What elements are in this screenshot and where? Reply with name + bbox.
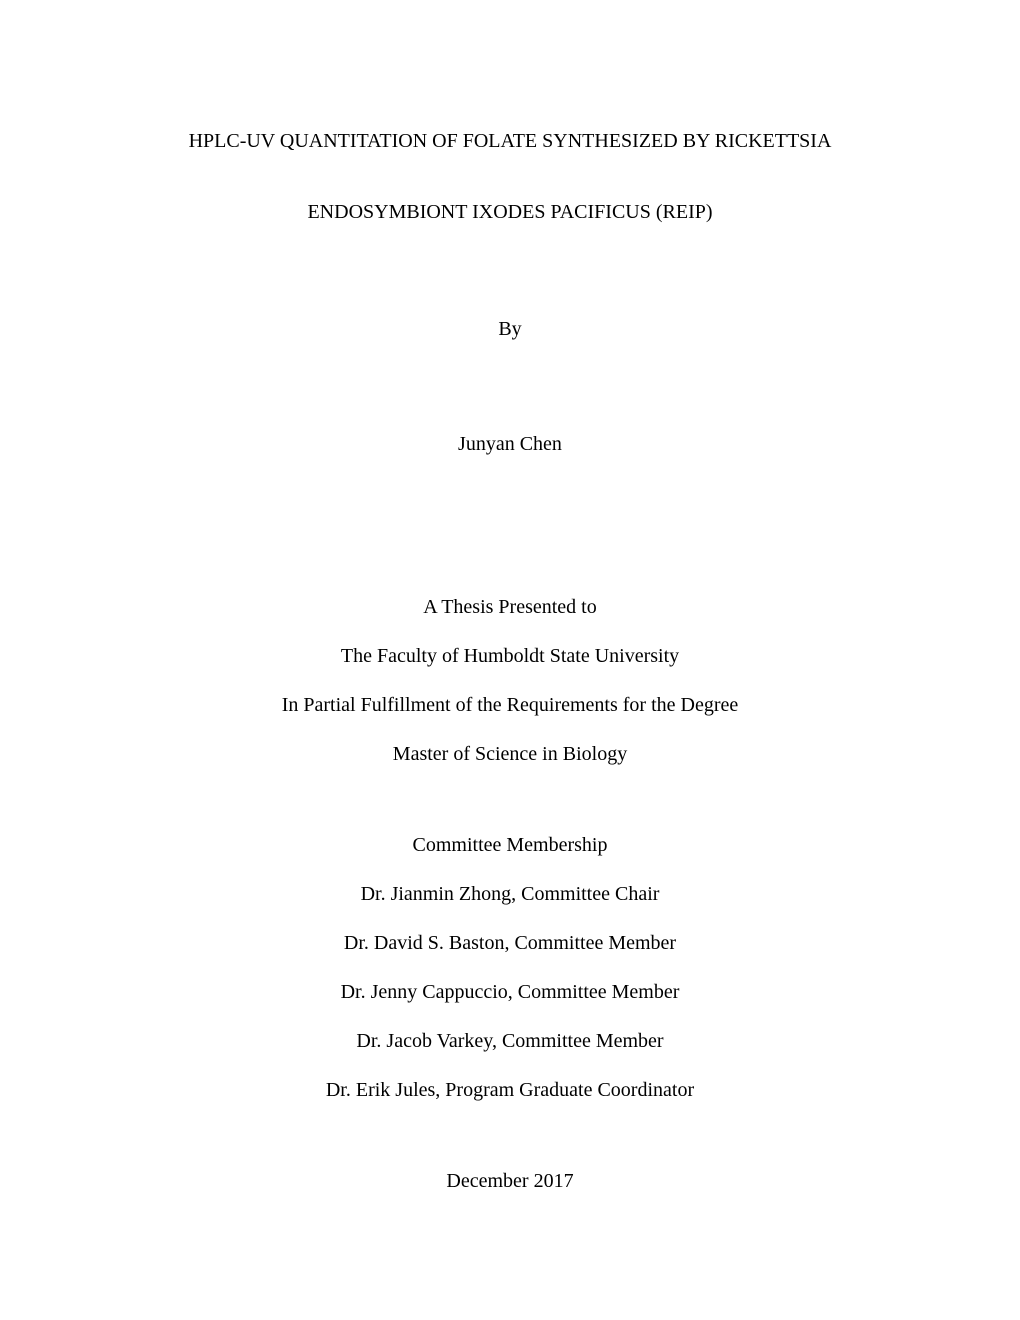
thesis-title-page: HPLC-UV QUANTITATION OF FOLATE SYNTHESIZ… bbox=[130, 130, 890, 1193]
thesis-faculty: The Faculty of Humboldt State University bbox=[130, 645, 890, 668]
title-line-1: HPLC-UV QUANTITATION OF FOLATE SYNTHESIZ… bbox=[130, 130, 890, 153]
thesis-fulfillment: In Partial Fulfillment of the Requiremen… bbox=[130, 694, 890, 717]
thesis-date: December 2017 bbox=[130, 1170, 890, 1193]
thesis-presented-to: A Thesis Presented to bbox=[130, 596, 890, 619]
committee-member: Dr. David S. Baston, Committee Member bbox=[130, 932, 890, 955]
committee-member: Dr. Jianmin Zhong, Committee Chair bbox=[130, 883, 890, 906]
author-name: Junyan Chen bbox=[130, 433, 890, 456]
committee-heading: Committee Membership bbox=[130, 834, 890, 857]
committee-member: Dr. Jenny Cappuccio, Committee Member bbox=[130, 981, 890, 1004]
committee-member: Dr. Jacob Varkey, Committee Member bbox=[130, 1030, 890, 1053]
thesis-degree: Master of Science in Biology bbox=[130, 743, 890, 766]
committee-member: Dr. Erik Jules, Program Graduate Coordin… bbox=[130, 1079, 890, 1102]
title-line-2: ENDOSYMBIONT IXODES PACIFICUS (REIP) bbox=[130, 201, 890, 224]
by-label: By bbox=[130, 318, 890, 341]
